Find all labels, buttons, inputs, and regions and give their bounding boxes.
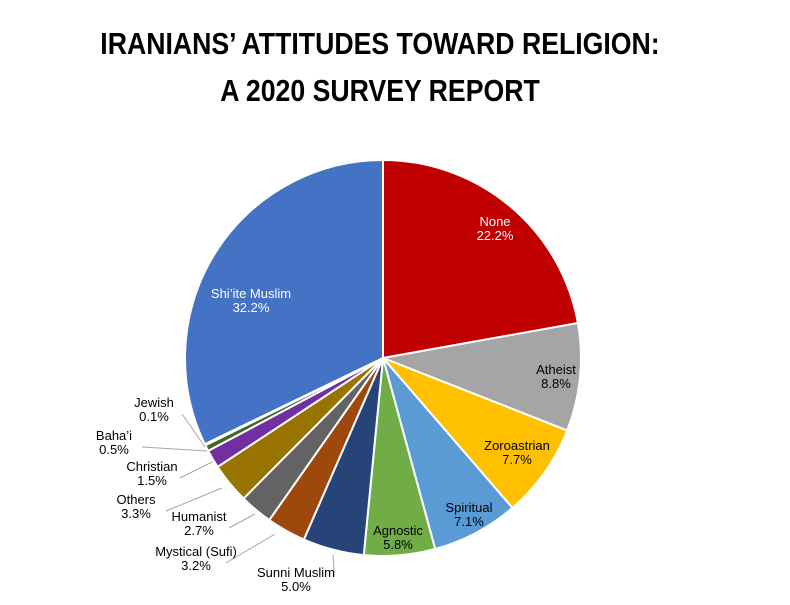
slice-value-label: 0.5%: [99, 442, 129, 457]
slice-value-label: 32.2%: [233, 300, 270, 315]
slice-label: Sunni Muslim: [257, 565, 335, 580]
slice-value-label: 7.1%: [454, 514, 484, 529]
pie-slice-zoroastrian: [382, 357, 569, 510]
slice-label: Christian: [126, 459, 177, 474]
slice-value-label: 1.5%: [137, 473, 167, 488]
slice-value-label: 5.8%: [383, 537, 413, 552]
pie-slice-shi-ite-muslim: [184, 158, 384, 446]
slice-value-label: 0.1%: [139, 409, 169, 424]
slice-label: Zoroastrian: [484, 438, 550, 453]
slice-value-label: 3.3%: [121, 506, 151, 521]
leader-line: [179, 461, 213, 479]
slice-label: Baha’i: [96, 428, 132, 443]
slice-value-label: 2.7%: [184, 523, 214, 538]
slice-value-label: 5.0%: [281, 579, 311, 594]
leader-line: [141, 446, 208, 452]
slice-label: Humanist: [172, 509, 227, 524]
leader-line: [181, 413, 206, 448]
slice-label: None: [479, 214, 510, 229]
chart-title: IRANIANS’ ATTITUDES TOWARD RELIGION:: [100, 26, 660, 61]
slice-label: Mystical (Sufi): [155, 544, 237, 559]
slice-label: Shi’ite Muslim: [211, 286, 291, 301]
pie-slice-none: [382, 158, 580, 360]
leader-line: [225, 533, 276, 564]
slice-value-label: 3.2%: [181, 558, 211, 573]
leader-line: [228, 513, 256, 529]
slice-label: Spiritual: [446, 500, 493, 515]
chart-subtitle: A 2020 SURVEY REPORT: [220, 73, 540, 108]
leader-line: [332, 554, 335, 577]
leader-line: [165, 487, 223, 512]
slice-label: Atheist: [536, 362, 576, 377]
pie-slice-atheist: [379, 321, 582, 432]
slice-label: Jewish: [134, 395, 174, 410]
slice-value-label: 7.7%: [502, 452, 532, 467]
slice-label: Agnostic: [373, 523, 423, 538]
slice-value-label: 8.8%: [541, 376, 571, 391]
slice-label: Others: [116, 492, 156, 507]
slice-value-label: 22.2%: [477, 228, 514, 243]
